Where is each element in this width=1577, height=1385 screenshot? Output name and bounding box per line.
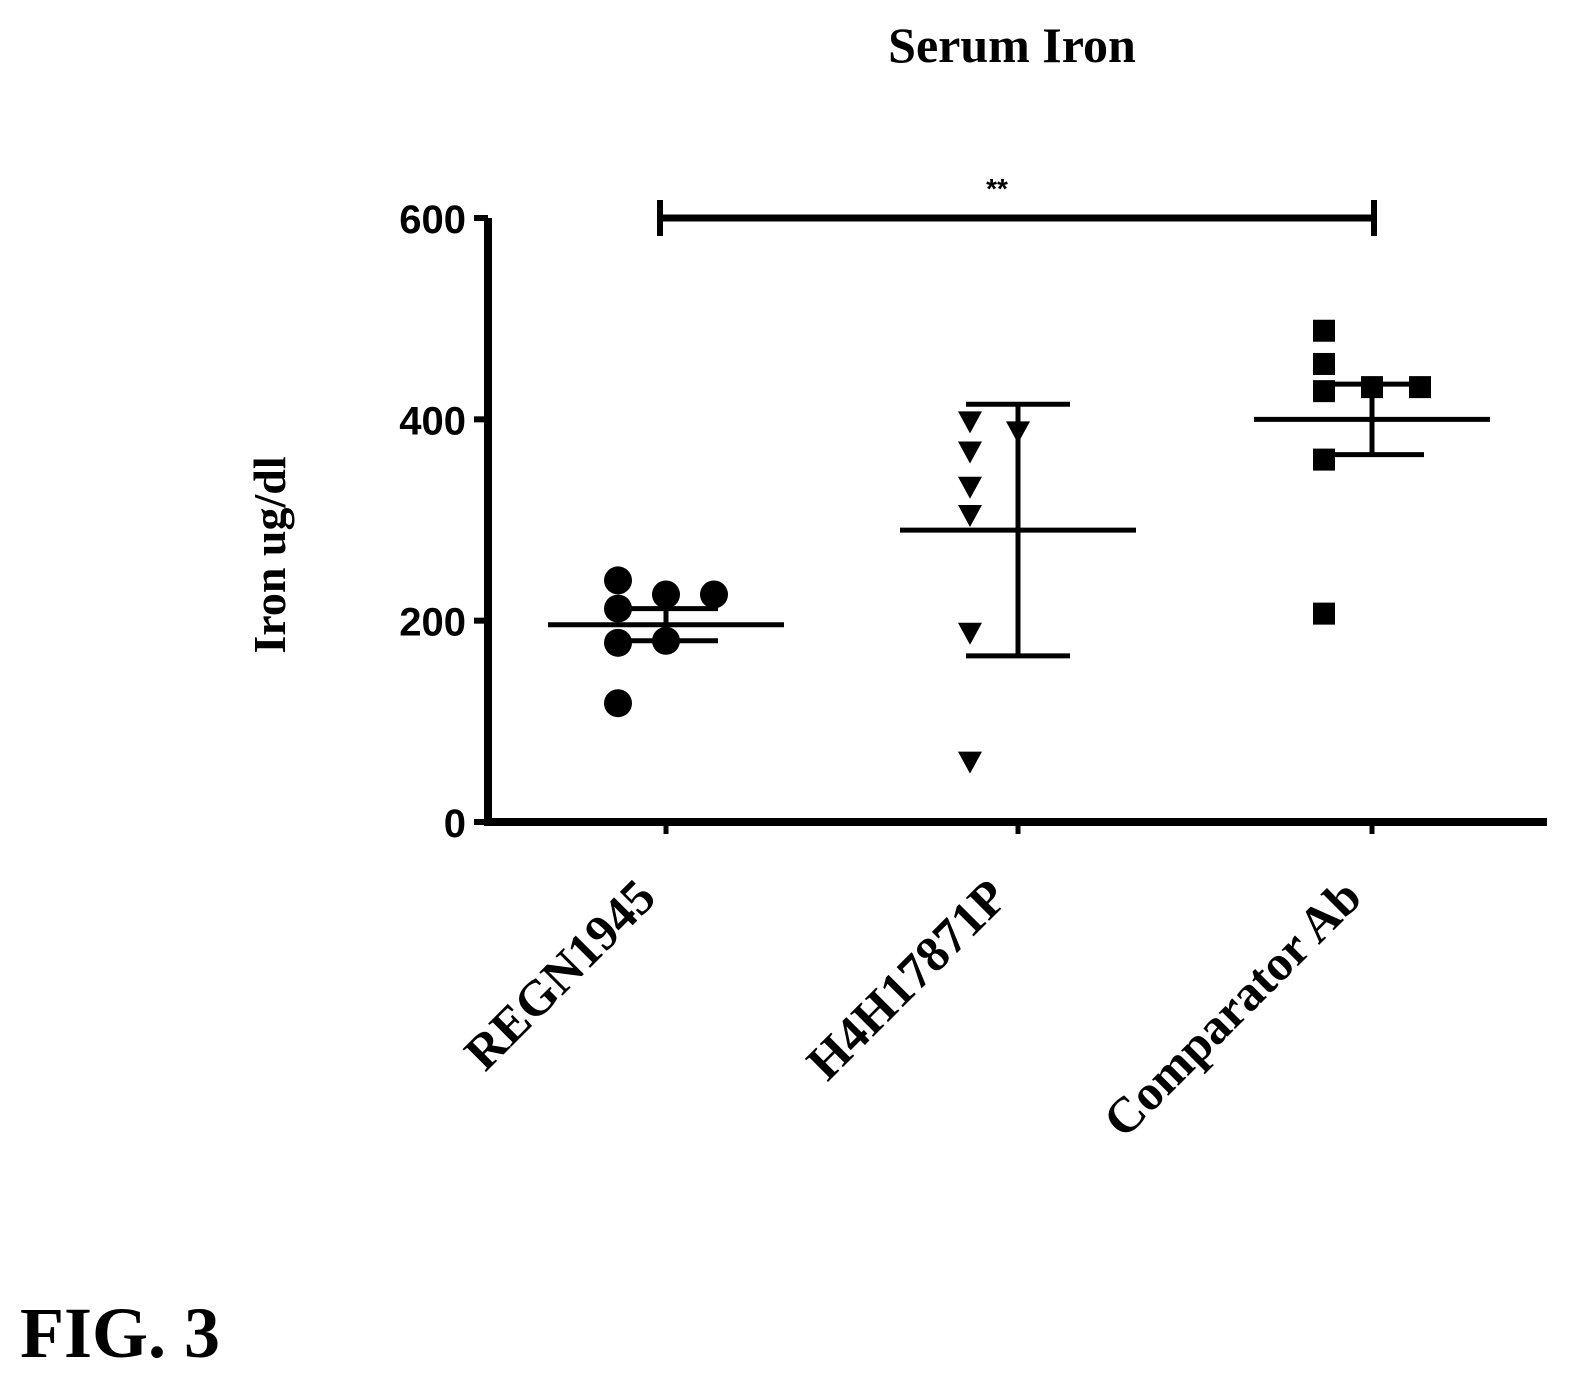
data-points [604,319,1431,774]
data-point-square [1313,352,1335,375]
significance-label: ** [986,173,1008,204]
data-point-triangle [958,751,982,774]
data-point-circle [652,626,680,655]
data-point-triangle [958,622,982,645]
y-tick-label: 400 [399,399,466,443]
y-tick-label: 600 [399,198,466,242]
data-point-triangle [958,441,982,464]
x-tick-label: Comparator Ab [1092,868,1372,1148]
data-point-circle [604,689,632,718]
x-tick-label: REGN1945 [453,868,665,1080]
data-point-circle [604,594,632,623]
y-ticks: 0 200 400 600 [399,198,488,846]
data-point-circle [604,628,632,657]
x-ticks: REGN1945 H4H17871P Comparator Ab [453,822,1375,1148]
data-point-triangle [958,411,982,434]
data-point-square [1313,448,1335,471]
data-point-square [1409,376,1431,399]
data-point-square [1313,380,1335,403]
data-point-triangle [958,504,982,527]
chart-title: Serum Iron [888,17,1136,73]
data-point-triangle [958,476,982,499]
data-point-circle [604,566,632,595]
data-point-square [1313,602,1335,625]
figure-label: FIG. 3 [20,1293,220,1373]
significance-annotation: ** [657,173,1377,236]
data-point-triangle [1006,421,1030,444]
data-point-square [1361,376,1383,399]
data-point-square [1313,319,1335,342]
y-tick-label: 0 [444,802,466,846]
data-point-circle [652,580,680,609]
y-axis-label: Iron ug/dl [244,456,295,653]
data-point-circle [700,580,728,609]
y-tick-label: 200 [399,601,466,645]
x-tick-label: H4H17871P [796,868,1018,1090]
